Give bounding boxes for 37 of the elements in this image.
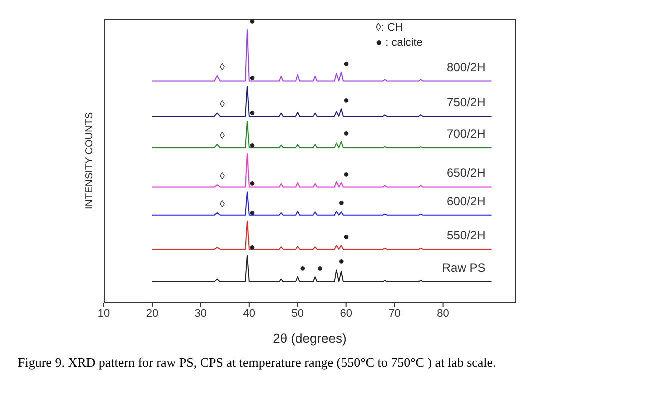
annotation: ● : calcite [376, 36, 423, 51]
x-tick-label: 10 [98, 308, 110, 320]
annotation: ◊ [220, 172, 225, 183]
x-tick-label: 20 [146, 308, 159, 320]
annotation: ◊ [220, 100, 225, 111]
series-label: 700/2H [447, 126, 486, 141]
x-tick-label: 50 [292, 308, 304, 320]
annotation: ● [249, 178, 256, 190]
series-label: 650/2H [447, 166, 486, 180]
annotation: ◊: CH [376, 21, 404, 36]
x-tick-label: 80 [437, 308, 450, 320]
series-label: 750/2H [447, 95, 486, 110]
y-axis-title: INTENSITY COUNTS [84, 112, 96, 210]
series-label: 550/2H [447, 228, 486, 242]
annotation: ● [343, 169, 350, 180]
series-label: 600/2H [447, 194, 486, 208]
annotation: ● [343, 128, 350, 140]
annotation: ● [300, 264, 306, 275]
annotation: ● [343, 96, 350, 107]
series-label: 800/2H [447, 60, 486, 74]
annotation: ● [338, 198, 345, 210]
x-tick-label: 40 [243, 308, 256, 320]
x-axis-title: 2θ (degrees) [272, 331, 348, 346]
x-tick-label: 30 [194, 308, 208, 320]
x-tick-label: 70 [388, 308, 401, 320]
annotation: ◊ [220, 62, 225, 74]
caption: Figure 9. XRD pattern for raw PS, CPS at temperature range (550°C to 750°C ) at lab scale. [18, 355, 498, 371]
annotation: ● [343, 232, 350, 244]
annotation: ◊ [220, 131, 225, 142]
annotation: ● [249, 108, 256, 120]
annotation: ◊ [220, 199, 225, 210]
annotation: ● [317, 264, 324, 275]
annotation: ● [249, 72, 256, 84]
x-tick-label: 60 [340, 308, 352, 320]
series-label: Raw PS [442, 260, 486, 275]
annotation: ● [343, 58, 350, 70]
annotation: ● [338, 256, 345, 268]
